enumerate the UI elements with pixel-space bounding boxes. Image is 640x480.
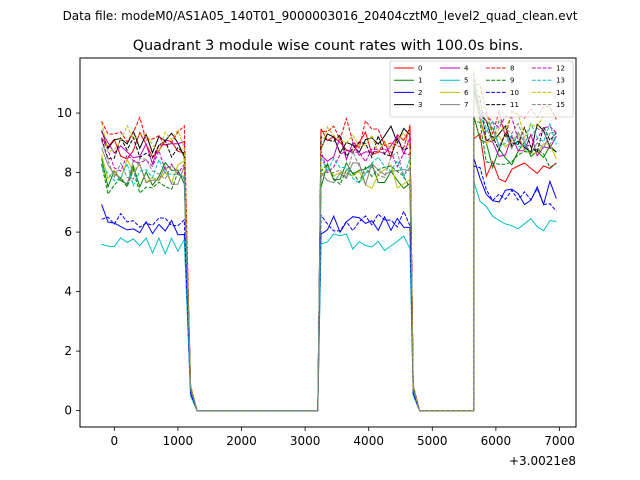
legend-label-3: 3: [418, 101, 422, 109]
legend-label-0: 0: [418, 65, 422, 73]
series-line-4: [101, 91, 557, 412]
series-line-11: [101, 92, 557, 412]
legend-label-14: 14: [556, 89, 565, 97]
legend-label-11: 11: [510, 101, 519, 109]
series-line-14: [101, 69, 557, 412]
legend-label-6: 6: [464, 89, 469, 97]
series-line-10: [101, 165, 557, 412]
legend-label-10: 10: [510, 89, 519, 97]
series-line-2: [101, 156, 557, 412]
y-tick-label: 8: [64, 166, 72, 180]
series-line-15: [101, 72, 557, 412]
legend-label-4: 4: [464, 65, 469, 73]
y-tick-label: 10: [57, 106, 72, 120]
x-tick-label: 5000: [417, 434, 448, 448]
plot-frame: [79, 57, 577, 428]
series-line-8: [101, 83, 557, 412]
legend-label-5: 5: [464, 77, 468, 85]
legend-label-7: 7: [464, 101, 468, 109]
series-line-13: [101, 79, 557, 412]
x-tick-label: 1000: [163, 434, 194, 448]
series-line-1: [101, 114, 557, 412]
legend-label-8: 8: [510, 65, 514, 73]
x-tick-label: 3000: [290, 434, 321, 448]
suptitle: Data file: modeM0/AS1A05_140T01_90000030…: [63, 9, 578, 23]
x-tick-label: 6000: [481, 434, 512, 448]
y-tick-label: 2: [64, 344, 72, 358]
legend-label-13: 13: [556, 77, 565, 85]
y-tick-label: 6: [64, 225, 72, 239]
legend-label-12: 12: [556, 65, 565, 73]
series-line-3: [101, 87, 557, 412]
legend-label-1: 1: [418, 77, 422, 85]
x-tick-label: 7000: [544, 434, 575, 448]
series-line-5: [101, 180, 557, 412]
axes-layer: 0 1000 2000 3000 4000 5000 6000 7000 0 2 4 6 8 10: [57, 106, 575, 448]
legend-label-2: 2: [418, 89, 422, 97]
x-tick-label: 0: [111, 434, 119, 448]
y-tick-label: 4: [64, 285, 72, 299]
x-tick-label: 2000: [226, 434, 257, 448]
legend-frame: [389, 60, 574, 118]
x-offset-label: +3.0021e8: [509, 454, 576, 468]
series-line-9: [101, 120, 557, 412]
legend-label-15: 15: [556, 101, 565, 109]
chart-title: Quadrant 3 module wise count rates with …: [133, 38, 524, 54]
y-tick-label: 0: [64, 404, 72, 418]
legend-label-9: 9: [510, 77, 514, 85]
x-tick-label: 4000: [353, 434, 384, 448]
